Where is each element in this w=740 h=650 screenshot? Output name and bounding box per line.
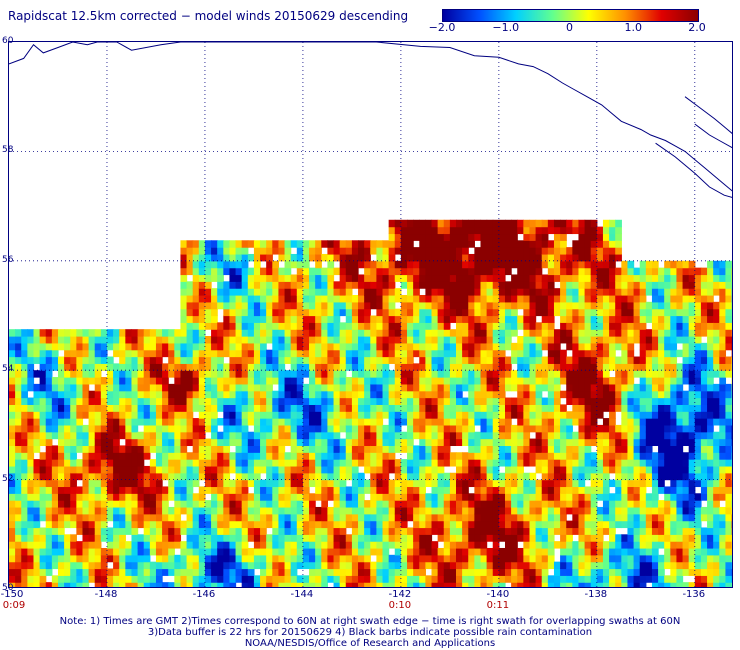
- map-panel: [8, 41, 733, 588]
- lon-tick-label: -144: [290, 589, 314, 600]
- note-line-3: NOAA/NESDIS/Office of Research and Appli…: [244, 638, 496, 649]
- swath-time-label: 0:10: [388, 600, 412, 611]
- lat-tick-label: 52: [2, 473, 14, 484]
- coastline: [9, 42, 732, 192]
- lat-tick-label: 56: [2, 254, 14, 265]
- lat-lon-grid: [9, 42, 732, 587]
- colorbar-tick-label: 1.0: [624, 21, 643, 34]
- lon-tick-label: -138: [584, 589, 608, 600]
- lon-tick-label: -136: [682, 589, 706, 600]
- colorbar: [442, 9, 699, 22]
- chart-title: Rapidscat 12.5km corrected − model winds…: [8, 9, 409, 23]
- lon-tick-label: -148: [94, 589, 118, 600]
- coastline: [694, 123, 732, 149]
- footnote: Note: 1) Times are GMT 2)Times correspon…: [0, 616, 740, 649]
- wind-difference-field: [9, 219, 732, 587]
- lat-tick-label: 54: [2, 364, 14, 375]
- lat-tick-label: 60: [2, 36, 14, 46]
- swath-time-label: 0:09: [2, 600, 26, 611]
- coastline: [655, 142, 732, 198]
- swath-time-label: 0:11: [486, 600, 510, 611]
- note-line-2: 3)Data buffer is 22 hrs for 20150629 4) …: [147, 627, 593, 638]
- wind-difference-map: [9, 42, 732, 587]
- colorbar-tick-label: −2.0: [428, 21, 456, 34]
- lon-tick-label: -150: [0, 589, 24, 600]
- coastline: [684, 96, 732, 134]
- lon-tick-label: -140: [486, 589, 510, 600]
- colorbar-tick-label: −1.0: [492, 21, 520, 34]
- lat-tick-label: 50: [2, 583, 14, 593]
- lon-tick-label: -142: [388, 589, 412, 600]
- colorbar-tick-label: 0: [566, 21, 573, 34]
- note-line-1: Note: 1) Times are GMT 2)Times correspon…: [59, 616, 681, 627]
- colorbar-tick-label: 2.0: [688, 21, 706, 34]
- lon-tick-label: -146: [192, 589, 216, 600]
- lat-tick-label: 58: [2, 145, 14, 156]
